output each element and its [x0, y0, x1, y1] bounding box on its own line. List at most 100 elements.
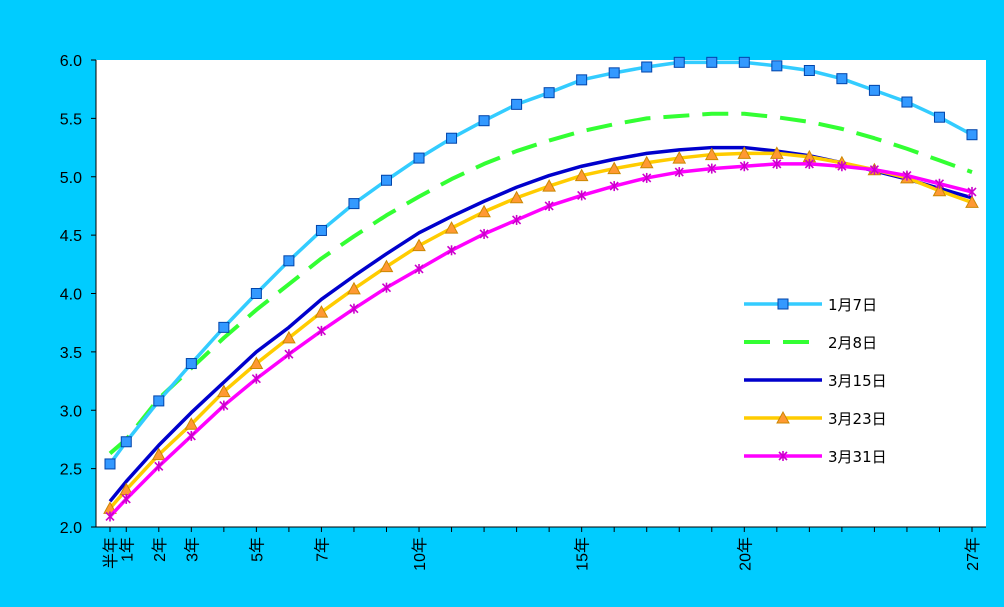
series-1: [104, 56, 978, 470]
x-tick-label: 27年: [964, 537, 982, 571]
data-point: [967, 186, 977, 197]
data-point: [704, 147, 719, 161]
data-point: [577, 190, 587, 201]
data-point: [512, 214, 522, 225]
legend-item: 3月31日: [744, 448, 887, 466]
data-point: [154, 461, 164, 472]
data-point: [543, 87, 555, 99]
data-point: [607, 161, 622, 175]
data-point: [477, 204, 491, 218]
data-point: [379, 259, 394, 273]
data-point: [608, 67, 620, 79]
data-point: [250, 288, 262, 299]
data-point: [673, 56, 685, 68]
legend-marker: [778, 451, 788, 461]
data-point: [121, 493, 131, 504]
y-tick-label: 6.0: [60, 53, 82, 70]
legend-marker: [777, 298, 789, 310]
data-point: [868, 84, 880, 96]
x-tick-label-group: 20年: [736, 537, 754, 571]
y-tick-label: 4.0: [60, 287, 82, 304]
data-point: [576, 74, 588, 86]
data-point: [707, 163, 717, 174]
data-point: [314, 305, 329, 318]
x-tick-label-group: 7年: [313, 537, 331, 562]
data-point: [219, 400, 229, 411]
data-point: [738, 56, 750, 68]
data-point: [249, 356, 264, 370]
data-point: [932, 183, 947, 197]
data-point: [412, 238, 426, 252]
x-tick-label-group: 15年: [574, 537, 592, 571]
legend-label: 1月7日: [828, 296, 877, 314]
data-point: [446, 245, 457, 256]
data-point: [901, 96, 913, 108]
data-point: [478, 115, 490, 127]
data-point: [479, 228, 489, 239]
y-tick-label: 3.5: [60, 345, 82, 362]
series-line: [108, 60, 973, 465]
x-tick-label-group: 2年: [151, 537, 169, 562]
data-point: [739, 161, 749, 172]
data-point: [737, 146, 752, 159]
data-point: [672, 151, 687, 164]
data-point: [380, 174, 392, 186]
data-point: [869, 164, 879, 175]
x-tick-label: 10年: [411, 537, 429, 571]
legend-item: 3月23日: [744, 410, 887, 428]
data-point: [153, 395, 165, 407]
y-tick-label: 4.5: [60, 228, 82, 245]
data-point: [674, 167, 684, 178]
data-point: [639, 155, 654, 169]
data-point: [316, 325, 326, 336]
y-tick-label: 3.0: [60, 403, 82, 420]
y-tick-label: 2.5: [60, 462, 82, 479]
series-4: [103, 146, 979, 514]
data-point: [803, 65, 815, 77]
x-tick-label-group: 半年: [102, 537, 120, 569]
data-point: [933, 111, 945, 123]
data-point: [414, 263, 424, 274]
data-point: [965, 195, 979, 208]
x-tick-label: 3年: [183, 537, 201, 562]
data-point: [381, 282, 392, 293]
y-tick-label: 2.0: [60, 520, 82, 537]
x-tick-label: 20年: [736, 537, 754, 571]
data-point: [413, 152, 425, 164]
data-point: [349, 303, 359, 314]
data-point: [574, 168, 589, 182]
data-point: [217, 384, 231, 398]
x-tick-label-group: 10年: [411, 537, 429, 571]
data-point: [609, 181, 619, 192]
data-point: [771, 60, 783, 72]
data-point: [542, 179, 556, 192]
data-point: [184, 417, 199, 430]
data-point: [315, 224, 327, 236]
plot-area: [96, 60, 986, 527]
data-point: [837, 161, 847, 172]
x-tick-label-group: 3年: [183, 537, 201, 562]
x-axis: 半年 1年 2年 3年 5年 7年 10年 15年 20年 27年: [96, 526, 986, 571]
data-point: [511, 98, 523, 110]
legend-label: 3月23日: [828, 410, 887, 428]
data-point: [772, 158, 782, 169]
series-5: [105, 158, 977, 522]
series-layer: [103, 56, 979, 522]
legend: 1月7日 2月8日 3月15日 3月23日 3月31日: [744, 296, 887, 466]
data-point: [283, 255, 295, 267]
x-tick-label-group: 27年: [964, 537, 982, 571]
series-line: [108, 111, 973, 455]
data-point: [185, 358, 197, 370]
data-point: [347, 281, 361, 295]
x-tick-label: 7年: [313, 537, 331, 562]
x-tick-label: 半年: [102, 537, 120, 569]
data-point: [804, 158, 814, 169]
legend-marker: [776, 410, 790, 424]
data-point: [186, 430, 196, 441]
data-point: [444, 221, 459, 234]
data-point: [105, 511, 115, 522]
data-point: [251, 373, 261, 384]
legend-item: 2月8日: [744, 334, 877, 352]
series-line: [108, 162, 973, 518]
data-point: [348, 198, 360, 210]
